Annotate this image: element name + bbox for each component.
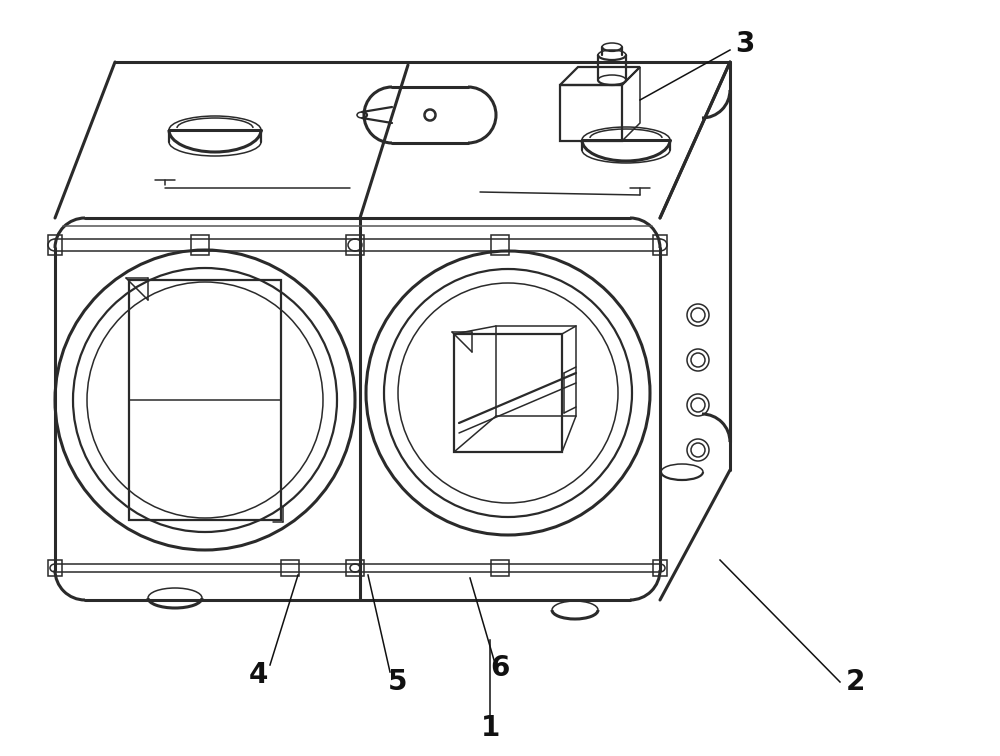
- Text: 1: 1: [480, 714, 500, 742]
- Text: 5: 5: [388, 668, 408, 696]
- Text: 4: 4: [248, 661, 268, 689]
- Text: 2: 2: [845, 668, 865, 696]
- Text: 6: 6: [490, 654, 510, 682]
- Text: 3: 3: [735, 30, 755, 58]
